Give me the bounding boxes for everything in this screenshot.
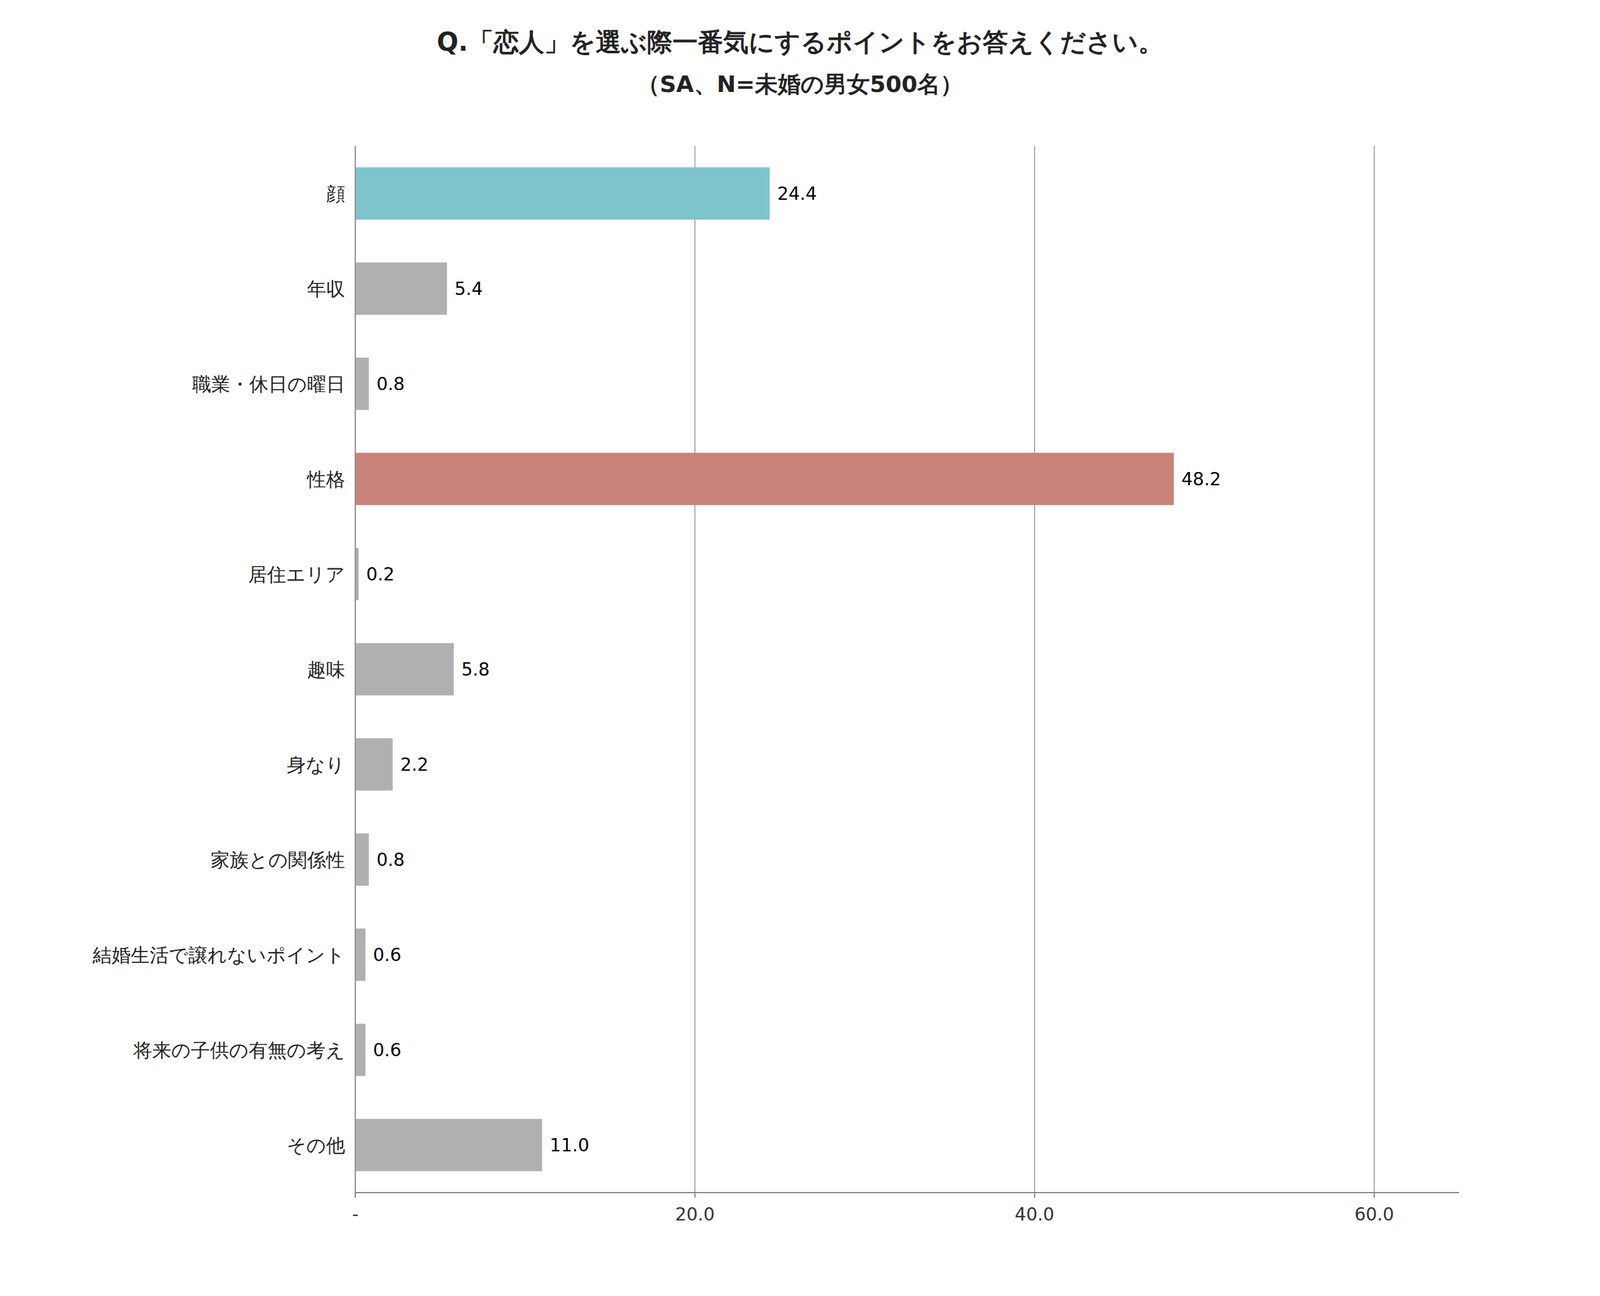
category-label: その他: [286, 1134, 346, 1157]
bar: [355, 928, 366, 982]
data-label: 0.8: [376, 849, 405, 871]
data-label: 2.2: [400, 754, 429, 776]
category-label: 家族との関係性: [210, 848, 346, 872]
bar: [355, 738, 393, 792]
x-tick-label: 40.0: [1015, 1204, 1055, 1226]
x-tick: [354, 1192, 356, 1198]
subtitle: （SA、N=未婚の男女500名）: [636, 71, 964, 98]
bar: [355, 643, 454, 696]
chart-container: Q.「恋人」を選ぶ際一番気にするポイントをお答えください。 （SA、N=未婚の男女…: [0, 0, 1600, 1296]
category-label: 趣味: [307, 658, 346, 681]
bar: [355, 357, 369, 411]
category-label: 結婚生活で譲れないポイント: [91, 944, 346, 967]
x-tick: [1373, 1192, 1375, 1198]
grid-line: [694, 145, 696, 1193]
x-axis-line: [355, 1192, 1460, 1194]
chart-svg: Q.「恋人」を選ぶ際一番気にするポイントをお答えください。 （SA、N=未婚の男女…: [0, 0, 1600, 1296]
x-tick: [694, 1192, 696, 1198]
data-label: 5.4: [454, 278, 484, 300]
category-label: 居住エリア: [248, 563, 346, 586]
x-tick-label: 60.0: [1354, 1204, 1394, 1226]
bar: [355, 1119, 542, 1172]
data-label: 0.8: [376, 373, 405, 395]
title: Q.「恋人」を選ぶ際一番気にするポイントをお答えください。: [436, 27, 1163, 57]
x-tick: [1034, 1192, 1036, 1198]
data-label: 24.4: [777, 183, 817, 205]
data-label: 0.6: [373, 944, 402, 966]
category-label: 身なり: [286, 753, 346, 776]
data-label: 0.6: [373, 1039, 402, 1061]
grid: [355, 145, 1375, 1193]
bar: [355, 1023, 366, 1077]
data-label: 5.8: [461, 659, 490, 681]
category-label: 性格: [306, 468, 346, 491]
x-tick-label: -: [352, 1204, 359, 1226]
category-label: 顔: [326, 182, 346, 205]
bar: [355, 452, 1174, 506]
bar: [355, 262, 448, 316]
y-axis-line: [354, 145, 356, 1193]
grid-line: [1034, 145, 1036, 1193]
bar: [355, 167, 770, 221]
bar: [355, 833, 369, 887]
category-label: 職業・休日の曜日: [192, 373, 346, 396]
bars: [355, 167, 1174, 1172]
data-label: 11.0: [549, 1134, 589, 1156]
data-label: 0.2: [366, 563, 395, 585]
page: {"chart_data": { "type": "bar", "orienta…: [0, 0, 1600, 1296]
x-axis: - 20.0 40.0 60.0: [352, 1192, 1460, 1226]
category-label: 将来の子供の有無の考え: [132, 1039, 346, 1062]
data-label: 48.2: [1181, 468, 1221, 490]
bar: [355, 548, 359, 601]
grid-line: [1373, 145, 1375, 1193]
data-labels: 24.4 5.4 0.8 48.2 0.2 5.8 2.2 0.8 0.6 0.6 11.0: [366, 183, 1221, 1156]
y-axis: 顔年収職業・休日の曜日性格居住エリア趣味身なり家族との関係性結婚生活で譲れないポ…: [91, 182, 346, 1157]
grid-line: [354, 145, 356, 1193]
category-label: 年収: [307, 277, 346, 301]
x-tick-label: 20.0: [675, 1204, 715, 1226]
